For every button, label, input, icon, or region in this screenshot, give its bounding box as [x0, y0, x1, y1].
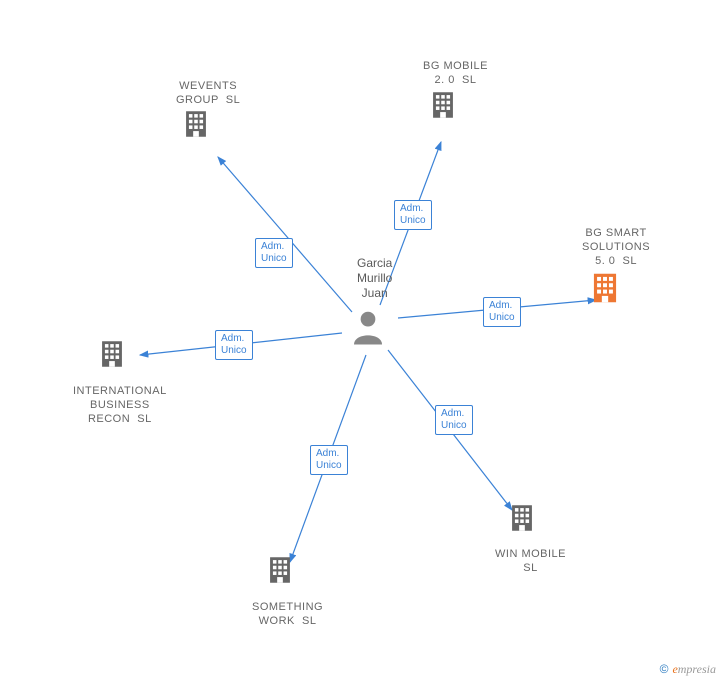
building-icon: [505, 501, 539, 535]
company-label-wevents: WEVENTS GROUP SL: [176, 79, 240, 107]
building-icon: [263, 553, 297, 587]
building-icon: [426, 88, 460, 122]
copyright: ©empresia: [660, 662, 716, 677]
company-node-winmobile[interactable]: [505, 501, 539, 540]
company-node-something[interactable]: [263, 553, 297, 592]
brand-rest: mpresia: [678, 662, 716, 676]
center-person-node[interactable]: [347, 306, 389, 353]
company-node-bgsmart[interactable]: [586, 269, 624, 312]
edge-to-wevents: [218, 157, 352, 312]
company-label-bgmobile: BG MOBILE 2. 0 SL: [423, 59, 488, 87]
company-node-intl[interactable]: [95, 337, 129, 376]
building-icon: [586, 269, 624, 307]
company-label-bgsmart: BG SMART SOLUTIONS 5. 0 SL: [582, 226, 650, 268]
center-person-label: Garcia Murillo Juan: [357, 256, 392, 301]
person-icon: [347, 306, 389, 348]
company-label-winmobile: WIN MOBILE SL: [495, 547, 566, 575]
building-icon: [179, 107, 213, 141]
edge-label-bgsmart: Adm. Unico: [483, 297, 521, 327]
company-label-intl: INTERNATIONAL BUSINESS RECON SL: [73, 384, 167, 426]
company-node-wevents[interactable]: [179, 107, 213, 146]
building-icon: [95, 337, 129, 371]
edge-label-bgmobile: Adm. Unico: [394, 200, 432, 230]
diagram-canvas: WEVENTS GROUP SL BG MOBILE 2. 0 SL BG SM…: [0, 0, 728, 685]
company-node-bgmobile[interactable]: [426, 88, 460, 127]
copyright-symbol: ©: [660, 662, 669, 676]
edge-label-wevents: Adm. Unico: [255, 238, 293, 268]
edge-label-something: Adm. Unico: [310, 445, 348, 475]
edge-label-intl: Adm. Unico: [215, 330, 253, 360]
company-label-something: SOMETHING WORK SL: [252, 600, 323, 628]
edge-label-winmobile: Adm. Unico: [435, 405, 473, 435]
